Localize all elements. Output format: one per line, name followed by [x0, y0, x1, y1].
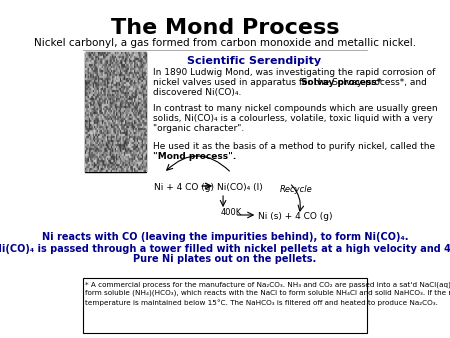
Text: Solvay process*: Solvay process* — [302, 78, 382, 87]
Text: nickel valves used in apparatus for the Solvay process*, and: nickel valves used in apparatus for the … — [153, 78, 427, 87]
FancyBboxPatch shape — [83, 278, 367, 333]
Text: The Mond Process: The Mond Process — [111, 18, 339, 38]
Text: The Ni(CO)₄ is passed through a tower filled with nickel pellets at a high veloc: The Ni(CO)₄ is passed through a tower fi… — [0, 244, 450, 254]
Text: 400K: 400K — [220, 208, 242, 217]
Text: In 1890 Ludwig Mond, was investigating the rapid corrosion of: In 1890 Ludwig Mond, was investigating t… — [153, 68, 435, 77]
Text: Nickel carbonyl, a gas formed from carbon monoxide and metallic nickel.: Nickel carbonyl, a gas formed from carbo… — [34, 38, 416, 48]
Text: Ni (s) + 4 CO (g): Ni (s) + 4 CO (g) — [258, 212, 333, 221]
Text: In contrast to many nickel compounds which are usually green: In contrast to many nickel compounds whi… — [153, 104, 437, 113]
FancyBboxPatch shape — [86, 52, 146, 172]
Text: "organic character".: "organic character". — [153, 124, 244, 133]
Text: Ni + 4 CO (g): Ni + 4 CO (g) — [154, 183, 214, 192]
Text: He used it as the basis of a method to purify nickel, called the: He used it as the basis of a method to p… — [153, 142, 435, 151]
Text: temperature is maintained below 15°C. The NaHCO₃ is filtered off and heated to p: temperature is maintained below 15°C. Th… — [86, 299, 438, 306]
Text: Ni(CO)₄ (l): Ni(CO)₄ (l) — [216, 183, 262, 192]
Text: form soluble (NH₄)(HCO₃), which reacts with the NaCl to form soluble NH₄Cl and s: form soluble (NH₄)(HCO₃), which reacts w… — [86, 290, 450, 296]
Text: Recycle: Recycle — [280, 185, 312, 194]
Text: * A commercial process for the manufacture of Na₂CO₃. NH₃ and CO₂ are passed int: * A commercial process for the manufactu… — [86, 281, 450, 288]
Text: solids, Ni(CO)₄ is a colourless, volatile, toxic liquid with a very: solids, Ni(CO)₄ is a colourless, volatil… — [153, 114, 433, 123]
Text: Scientific Serendipity: Scientific Serendipity — [187, 56, 321, 66]
Text: Pure Ni plates out on the pellets.: Pure Ni plates out on the pellets. — [133, 254, 317, 264]
Text: discovered Ni(CO)₄.: discovered Ni(CO)₄. — [153, 88, 241, 97]
Text: Ni reacts with CO (leaving the impurities behind), to form Ni(CO)₄.: Ni reacts with CO (leaving the impuritie… — [42, 232, 408, 242]
Text: "Mond process".: "Mond process". — [153, 152, 236, 161]
